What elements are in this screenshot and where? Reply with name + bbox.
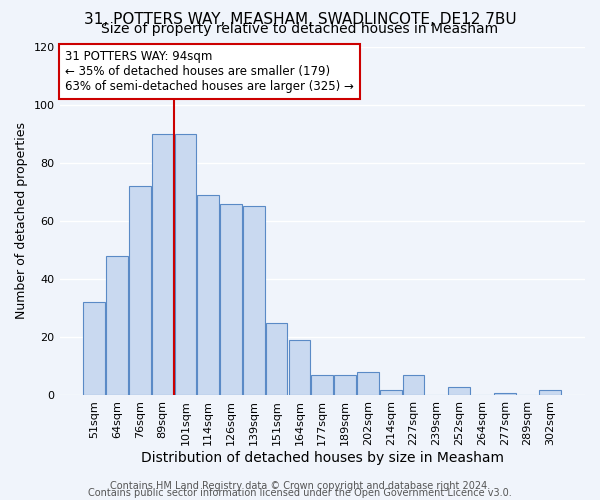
Bar [380,390,401,396]
Bar [175,134,196,396]
Bar [334,375,356,396]
Bar [494,392,515,396]
X-axis label: Distribution of detached houses by size in Measham: Distribution of detached houses by size … [141,451,504,465]
Bar [289,340,310,396]
Bar [311,375,333,396]
Text: 31 POTTERS WAY: 94sqm
← 35% of detached houses are smaller (179)
63% of semi-det: 31 POTTERS WAY: 94sqm ← 35% of detached … [65,50,353,93]
Bar [243,206,265,396]
Bar [129,186,151,396]
Bar [448,386,470,396]
Bar [539,390,561,396]
Text: Size of property relative to detached houses in Measham: Size of property relative to detached ho… [101,22,499,36]
Text: 31, POTTERS WAY, MEASHAM, SWADLINCOTE, DE12 7BU: 31, POTTERS WAY, MEASHAM, SWADLINCOTE, D… [83,12,517,26]
Text: Contains public sector information licensed under the Open Government Licence v3: Contains public sector information licen… [88,488,512,498]
Bar [403,375,424,396]
Bar [106,256,128,396]
Text: Contains HM Land Registry data © Crown copyright and database right 2024.: Contains HM Land Registry data © Crown c… [110,481,490,491]
Bar [152,134,173,396]
Bar [220,204,242,396]
Y-axis label: Number of detached properties: Number of detached properties [15,122,28,320]
Bar [83,302,105,396]
Bar [357,372,379,396]
Bar [266,323,287,396]
Bar [197,195,219,396]
